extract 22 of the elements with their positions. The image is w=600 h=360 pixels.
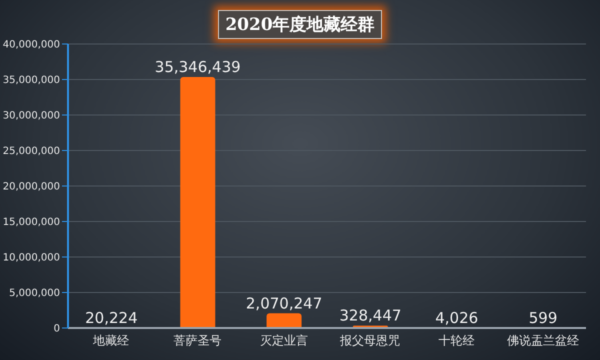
data-label: 4,026 [435,308,478,327]
y-tick-label: 20,000,000 [2,182,60,193]
x-tick-label: 菩萨圣号 [174,334,222,348]
data-label: 599 [528,308,558,327]
data-label: 20,224 [85,308,138,327]
y-tick-label: 15,000,000 [2,217,60,228]
x-tick-label: 报父母恩咒 [339,334,400,348]
chart-title: 2020年度地藏经群 [218,10,382,39]
y-tick-label: 30,000,000 [2,110,60,122]
data-label: 35,346,439 [154,58,241,76]
y-tick-label: 10,000,000 [2,252,60,264]
x-tick-label: 地藏经 [92,334,130,348]
data-label: 2,070,247 [246,294,322,312]
data-label: 328,447 [339,306,402,325]
x-tick-label: 十轮经 [438,334,474,348]
y-tick-label: 5,000,000 [9,288,60,300]
y-tick-label: 0 [54,324,60,335]
y-tick-label: 40,000,000 [2,40,60,51]
y-tick-label: 35,000,000 [2,75,60,86]
x-tick-label: 佛说盂兰盆经 [506,334,579,348]
x-tick-label: 灭定业言 [260,334,308,348]
y-tick-label: 25,000,000 [2,146,60,158]
